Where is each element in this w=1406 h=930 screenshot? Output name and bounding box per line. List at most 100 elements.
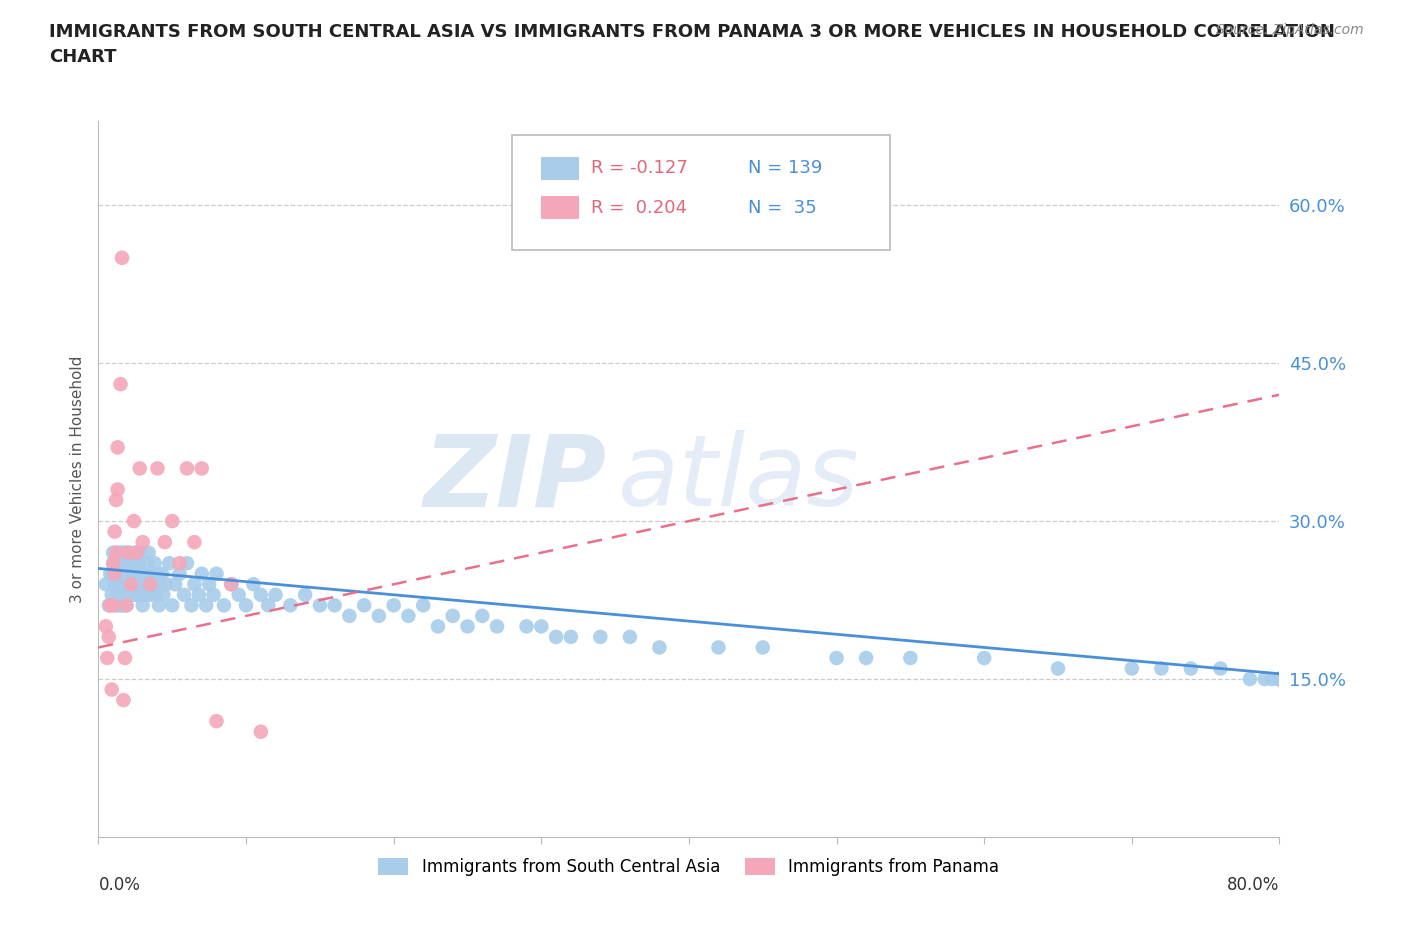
Point — [138, 577, 160, 591]
Point — [973, 651, 995, 666]
Point — [114, 577, 136, 591]
Point — [546, 630, 568, 644]
Point — [125, 566, 148, 581]
Point — [441, 608, 464, 623]
Point — [1254, 671, 1277, 686]
Point — [111, 250, 134, 265]
Point — [183, 577, 205, 591]
Point — [264, 588, 287, 603]
Point — [855, 651, 877, 666]
Point — [221, 577, 243, 591]
Point — [205, 566, 228, 581]
Point — [125, 588, 148, 603]
Point — [228, 588, 250, 603]
Point — [134, 566, 156, 581]
Point — [118, 545, 141, 560]
Point — [1046, 661, 1070, 676]
Point — [115, 598, 138, 613]
Point — [104, 556, 127, 571]
Point — [1268, 671, 1291, 686]
Point — [250, 724, 273, 739]
Point — [120, 566, 142, 581]
Point — [103, 566, 125, 581]
Point — [138, 545, 160, 560]
Point — [122, 513, 145, 528]
Point — [1239, 671, 1261, 686]
Point — [125, 545, 148, 560]
Point — [294, 588, 316, 603]
Point — [707, 640, 730, 655]
Point — [427, 619, 450, 634]
Point — [1268, 671, 1291, 686]
Point — [202, 588, 225, 603]
Point — [368, 608, 391, 623]
Point — [121, 556, 143, 571]
Point — [110, 577, 132, 591]
Point — [112, 598, 135, 613]
Point — [176, 461, 198, 476]
Point — [107, 577, 129, 591]
Point — [110, 566, 132, 581]
Point — [191, 461, 214, 476]
Point — [1268, 671, 1291, 686]
Point — [1268, 671, 1291, 686]
Text: Source: ZipAtlas.com: Source: ZipAtlas.com — [1216, 23, 1364, 37]
Point — [97, 598, 120, 613]
Point — [191, 566, 214, 581]
Point — [96, 651, 118, 666]
Point — [107, 588, 129, 603]
Text: 0.0%: 0.0% — [98, 876, 141, 895]
Point — [141, 566, 163, 581]
Point — [132, 535, 155, 550]
Point — [129, 566, 152, 581]
Point — [176, 556, 198, 571]
Point — [124, 577, 146, 591]
Point — [112, 556, 135, 571]
Point — [117, 577, 139, 591]
Legend: Immigrants from South Central Asia, Immigrants from Panama: Immigrants from South Central Asia, Immi… — [371, 851, 1007, 883]
Point — [115, 598, 138, 613]
Point — [146, 566, 169, 581]
Point — [589, 630, 612, 644]
Point — [162, 598, 183, 613]
Point — [212, 598, 235, 613]
Point — [121, 577, 143, 591]
Point — [221, 577, 243, 591]
Point — [382, 598, 405, 613]
Point — [103, 556, 125, 571]
Point — [136, 556, 159, 571]
Point — [1180, 661, 1202, 676]
Point — [180, 598, 202, 613]
Point — [132, 598, 155, 613]
Point — [124, 545, 146, 560]
FancyBboxPatch shape — [541, 157, 579, 179]
Point — [323, 598, 346, 613]
Point — [280, 598, 302, 613]
Point — [150, 566, 173, 581]
Point — [114, 566, 136, 581]
Point — [108, 588, 131, 603]
Point — [120, 588, 142, 603]
Point — [108, 545, 131, 560]
Point — [128, 588, 150, 603]
Point — [120, 577, 142, 591]
Point — [1268, 671, 1291, 686]
Point — [146, 461, 169, 476]
Point — [169, 556, 191, 571]
Text: atlas: atlas — [619, 431, 859, 527]
Point — [516, 619, 538, 634]
Point — [124, 556, 146, 571]
Point — [457, 619, 479, 634]
Point — [648, 640, 671, 655]
Point — [142, 577, 165, 591]
Point — [187, 588, 209, 603]
Point — [530, 619, 553, 634]
Point — [1268, 671, 1291, 686]
Point — [111, 566, 134, 581]
Point — [115, 566, 138, 581]
Point — [471, 608, 494, 623]
Point — [103, 545, 125, 560]
Point — [1268, 671, 1291, 686]
Point — [94, 577, 117, 591]
Point — [110, 377, 132, 392]
